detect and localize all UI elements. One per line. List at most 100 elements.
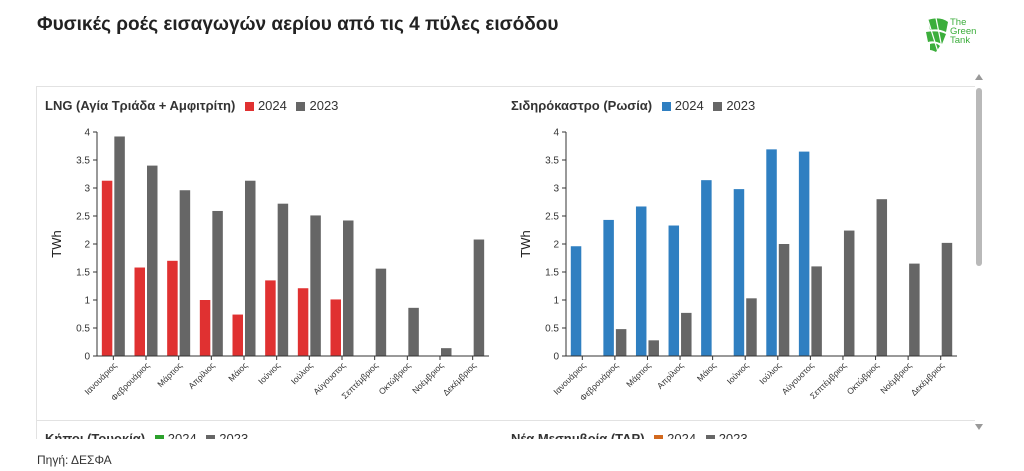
x-tick-label: Ιούλιος [289, 360, 315, 386]
bar-2023 [343, 220, 354, 356]
y-axis-title: TWh [49, 230, 64, 257]
y-tick-label: 4 [84, 128, 90, 139]
x-tick-label: Οκτώβριος [845, 360, 881, 396]
scroll-down-arrow-icon[interactable] [975, 424, 983, 430]
legend-item-2024[interactable]: 2024 [661, 98, 704, 113]
bar-2023 [876, 199, 888, 356]
x-tick-label: Οκτώβριος [377, 360, 413, 396]
legend-swatch [654, 435, 664, 439]
source-note: Πηγή: ΔΕΣΦΑ [37, 453, 112, 467]
bar-2023 [746, 298, 757, 356]
y-tick-label: 2 [84, 240, 90, 251]
y-tick-label: 2.5 [76, 212, 90, 223]
legend-swatch [661, 102, 671, 111]
kipoi-chart-header: Κήποι (Τουρκία) 2024 2023 [45, 431, 248, 439]
chart-title: Σιδηρόκαστρο (Ρωσία) [511, 98, 653, 113]
logo-leaf-icon [926, 17, 948, 53]
bar-2024 [570, 246, 582, 356]
y-tick-label: 4 [553, 128, 559, 139]
y-tick-label: 2 [553, 240, 559, 251]
x-tick-label: Μάιος [695, 360, 718, 383]
bar-2024 [101, 180, 113, 356]
bar-2024 [232, 314, 243, 356]
lng-chart: LNG (Αγία Τριάδα + Αμφιτρίτη) 2024 2023 … [37, 87, 507, 425]
y-tick-label: 0.5 [76, 324, 90, 335]
logo[interactable]: The Green Tank [924, 14, 984, 58]
legend-item-2023[interactable]: 2023 [713, 98, 755, 113]
bar-2023 [615, 329, 627, 356]
bar-2024 [265, 280, 276, 356]
bar-2023 [179, 190, 191, 356]
y-tick-label: 3 [553, 184, 559, 195]
bar-2023 [212, 210, 223, 356]
bar-2024 [668, 225, 680, 356]
bar-2024 [733, 189, 745, 356]
bar-2024 [798, 151, 810, 356]
legend-swatch [713, 102, 723, 111]
legend-item-2023[interactable]: 2023 [296, 98, 338, 113]
legend-swatch [206, 435, 216, 439]
chart-title: LNG (Αγία Τριάδα + Αμφιτρίτη) [45, 98, 236, 113]
legend-swatch [154, 435, 164, 439]
bar-2024 [603, 219, 614, 356]
y-tick-label: 2.5 [545, 212, 559, 223]
bar-2023 [778, 244, 790, 356]
legend-item-2024[interactable]: 2024 [244, 98, 287, 113]
bar-2023 [843, 230, 855, 356]
x-tick-label: Ιούνιος [256, 360, 282, 386]
scroll-up-arrow-icon[interactable] [975, 74, 983, 80]
x-tick-label: Μάρτιος [624, 360, 653, 389]
bar-2024 [635, 206, 647, 356]
bar-2023 [408, 307, 419, 356]
x-tick-label: Δεκέμβριος [441, 360, 478, 397]
legend-swatch [705, 435, 715, 439]
logo-text: The Green Tank [950, 17, 977, 46]
y-tick-label: 3.5 [545, 156, 559, 167]
panel-divider [37, 420, 975, 421]
bar-2024 [766, 149, 777, 356]
bar-2024 [199, 300, 211, 356]
x-tick-label: Απρίλιος [655, 360, 686, 391]
bar-2024 [701, 180, 712, 356]
x-tick-label: Δεκέμβριος [909, 360, 946, 397]
bar-2023 [277, 203, 289, 356]
bar-2024 [167, 260, 178, 356]
chart-title: Κήποι (Τουρκία) [45, 431, 146, 439]
bar-2023 [245, 180, 256, 356]
y-tick-label: 0 [84, 352, 90, 363]
bar-2023 [114, 136, 125, 356]
bar-2023 [941, 242, 953, 356]
legend-item-2023[interactable]: 2023 [705, 431, 748, 439]
bar-2023 [811, 266, 822, 356]
y-tick-label: 1.5 [76, 268, 90, 279]
legend-item-2024[interactable]: 2024 [154, 431, 197, 439]
sidirokastro-chart-svg: 00.511.522.533.54TWhΙανουάριοςΦεβρουάριο… [518, 128, 957, 403]
x-tick-label: Απρίλιος [186, 360, 217, 391]
x-tick-label: Ιούλιος [757, 360, 783, 386]
vertical-scrollbar[interactable] [974, 74, 984, 438]
legend-item-2023[interactable]: 2023 [206, 431, 248, 439]
x-tick-label: Ιούνιος [725, 360, 751, 386]
bar-2023 [310, 215, 321, 356]
scroll-thumb[interactable] [976, 88, 982, 266]
bar-2023 [441, 348, 452, 356]
tap-chart-header: Νέα Μεσημβρία (TAP) 2024 2023 [511, 431, 748, 439]
legend-swatch [244, 102, 254, 111]
legend-item-2024[interactable]: 2024 [654, 431, 696, 439]
bar-2023 [375, 268, 387, 356]
bar-2024 [330, 299, 341, 356]
sidirokastro-chart: Σιδηρόκαστρο (Ρωσία) 2024 2023 0 0.5 1 1.5 2… [506, 87, 975, 425]
legend-swatch [296, 102, 306, 111]
bar-2023 [648, 340, 659, 356]
chart-title: Νέα Μεσημβρία (TAP) [511, 431, 645, 439]
y-axis-title: TWh [518, 230, 533, 257]
chart-header: LNG (Αγία Τριάδα + Αμφιτρίτη) 2024 2023 [45, 98, 338, 113]
y-tick-label: 1.5 [545, 268, 559, 279]
chart-header: Σιδηρόκαστρο (Ρωσία) 2024 2023 [511, 98, 755, 113]
bar-2023 [473, 239, 485, 356]
charts-panel[interactable]: LNG (Αγία Τριάδα + Αμφιτρίτη) 2024 2023 … [36, 86, 975, 439]
y-tick-label: 3 [84, 184, 90, 195]
y-tick-label: 1 [84, 296, 90, 307]
bar-2024 [134, 267, 145, 356]
x-tick-label: Μάιος [226, 360, 249, 383]
